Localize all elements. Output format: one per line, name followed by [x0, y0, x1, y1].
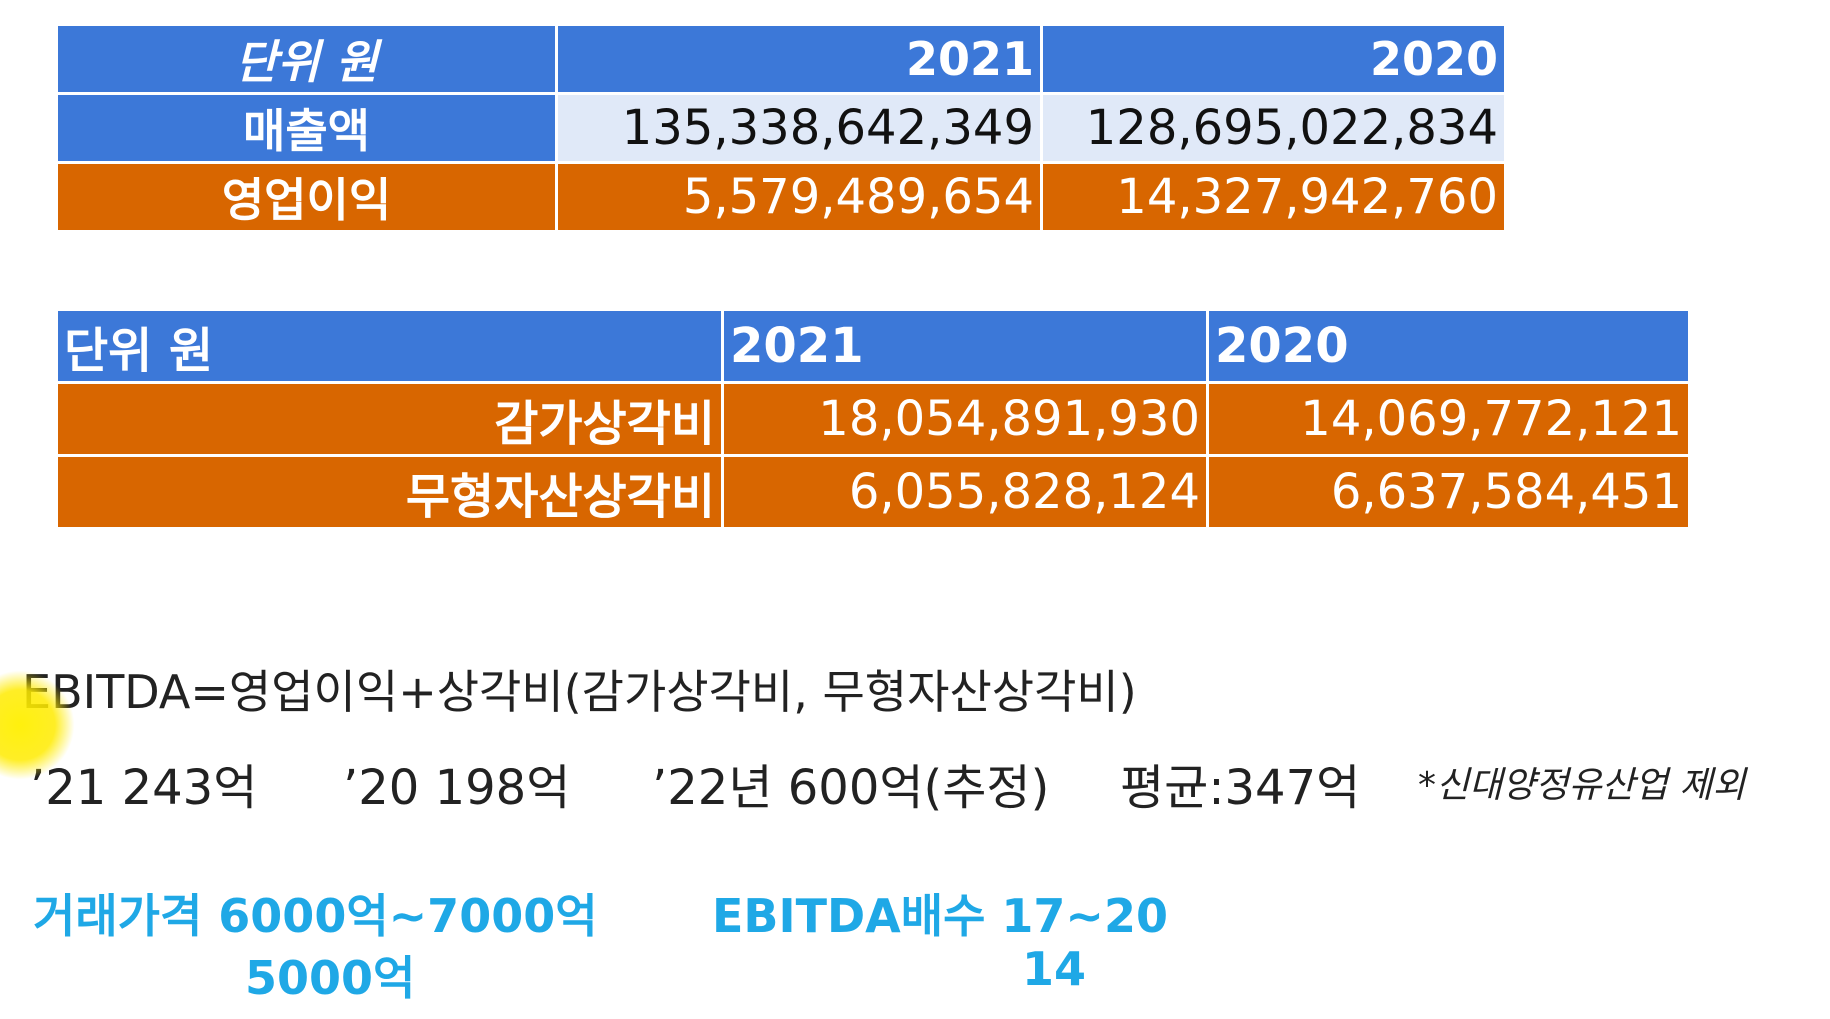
row-label-amortization: 무형자산상각비 — [55, 454, 724, 530]
depreciation-2021: 18,054,891,930 — [721, 381, 1209, 457]
operating-profit-2020: 14,327,942,760 — [1040, 161, 1507, 233]
financials-table: 단위 원 2021 2020 매출액 135,338,642,349 128,6… — [55, 23, 1507, 233]
ebitda-formula: EBITDA=영업이익+상각비(감가상각비, 무형자산상각비) — [22, 665, 1137, 719]
depreciation-2020: 14,069,772,121 — [1206, 381, 1691, 457]
table-row: 영업이익 5,579,489,654 14,327,942,760 — [55, 161, 1507, 233]
row-label-operating-profit: 영업이익 — [55, 161, 558, 233]
table-row: 감가상각비 18,054,891,930 14,069,772,121 — [55, 381, 1691, 457]
ebitda-2021: ’21 243억 — [30, 760, 258, 816]
ebitda-multiple-alt: 14 — [1022, 942, 1087, 996]
table-row: 매출액 135,338,642,349 128,695,022,834 — [55, 92, 1507, 164]
ebitda-average: 평균:347억 — [1120, 760, 1361, 816]
table-header-row: 단위 원 2021 2020 — [55, 23, 1507, 95]
row-label-revenue: 매출액 — [55, 92, 558, 164]
year-2020-header: 2020 — [1206, 308, 1691, 384]
unit-label: 단위 원 — [55, 23, 558, 95]
year-2021-header: 2021 — [555, 23, 1043, 95]
operating-profit-2021: 5,579,489,654 — [555, 161, 1043, 233]
ebitda-2022-estimate: ’22년 600억(추정) — [652, 760, 1050, 816]
ebitda-2020: ’20 198억 — [343, 760, 571, 816]
deal-price-alt: 5000억 — [245, 951, 416, 1005]
table-header-row: 단위 원 2021 2020 — [55, 308, 1691, 384]
deal-price: 거래가격 6000억~7000억 — [33, 889, 598, 943]
amortization-2020: 6,637,584,451 — [1206, 454, 1691, 530]
year-2021-header: 2021 — [721, 308, 1209, 384]
row-label-depreciation: 감가상각비 — [55, 381, 724, 457]
ebitda-multiple: EBITDA배수 17~20 — [712, 889, 1168, 943]
year-2020-header: 2020 — [1040, 23, 1507, 95]
table-row: 무형자산상각비 6,055,828,124 6,637,584,451 — [55, 454, 1691, 530]
exclusion-note: *신대양정유산업 제외 — [1418, 765, 1746, 806]
revenue-2020: 128,695,022,834 — [1040, 92, 1507, 164]
depreciation-table: 단위 원 2021 2020 감가상각비 18,054,891,930 14,0… — [55, 308, 1691, 530]
revenue-2021: 135,338,642,349 — [555, 92, 1043, 164]
unit-label: 단위 원 — [55, 308, 724, 384]
amortization-2021: 6,055,828,124 — [721, 454, 1209, 530]
